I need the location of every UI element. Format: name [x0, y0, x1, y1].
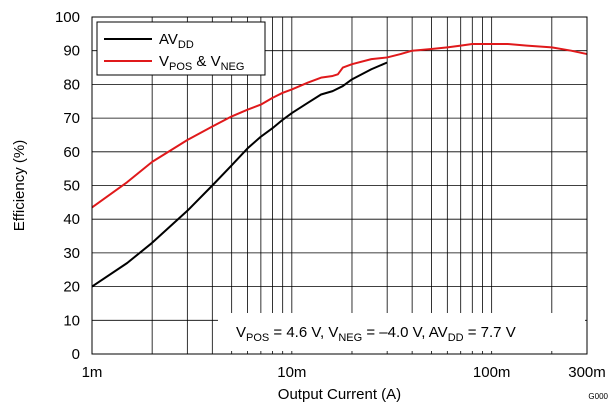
annotation-text: VPOS = 4.6 V, VNEG = –4.0 V, AVDD = 7.7 …: [236, 324, 516, 344]
series-lines: [91, 42, 588, 288]
y-tick-label: 70: [63, 110, 80, 127]
series-line-0: [91, 61, 388, 288]
y-tick-label: 30: [63, 245, 80, 262]
tick-labels: 0 10 20 30 40 50 60 70 80 90 100 1m 10m 100m 300m: [55, 9, 606, 381]
y-tick-label: 100: [55, 9, 80, 26]
y-tick-label: 60: [63, 144, 80, 161]
legend-label-avdd: AVDD: [159, 31, 194, 51]
legend-box: [96, 21, 266, 76]
series-line-1: [91, 42, 588, 209]
y-tick-label: 20: [63, 279, 80, 296]
plot-frame: [91, 16, 588, 355]
y-axis-title: Efficiency (%): [11, 140, 28, 231]
legend: AVDD VPOS & VNEG: [96, 21, 266, 76]
y-tick-label: 0: [72, 346, 80, 363]
x-tick-label: 300m: [568, 364, 606, 381]
y-tick-label: 50: [63, 178, 80, 195]
x-tick-label: 10m: [277, 364, 306, 381]
x-axis-title: Output Current (A): [278, 386, 401, 403]
y-tick-label: 90: [63, 43, 80, 60]
figure-code: G000: [588, 392, 608, 401]
conditions-annotation: VPOS = 4.6 V, VNEG = –4.0 V, AVDD = 7.7 …: [218, 313, 585, 351]
annotation-box: [218, 313, 585, 351]
y-tick-label: 80: [63, 76, 80, 93]
y-tick-label: 10: [63, 312, 80, 329]
x-tick-label: 1m: [82, 364, 103, 381]
legend-label-vpos-vneg: VPOS & VNEG: [159, 53, 244, 73]
x-tick-label: 100m: [473, 364, 511, 381]
y-tick-label: 40: [63, 211, 80, 228]
